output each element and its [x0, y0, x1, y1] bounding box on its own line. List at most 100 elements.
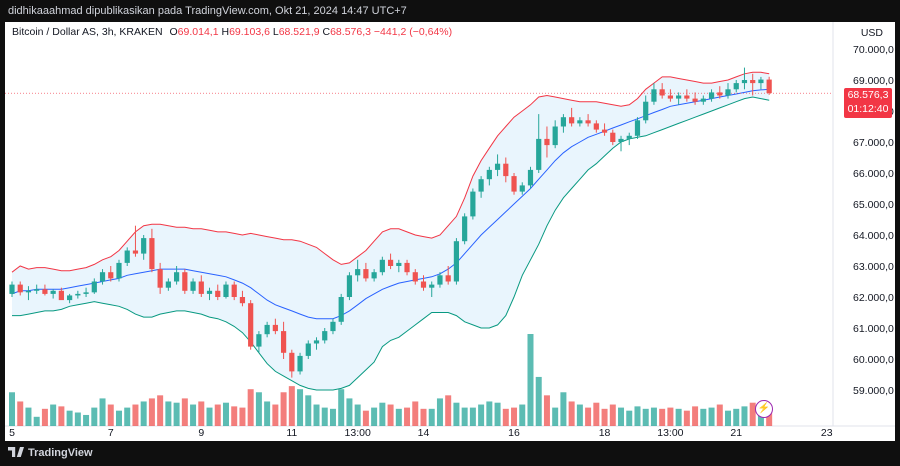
volume-bar	[387, 404, 394, 426]
volume-bar	[527, 334, 534, 426]
volume-bar	[239, 407, 246, 426]
candle-body	[758, 79, 764, 84]
volume-bar	[650, 407, 657, 426]
low-label: L	[272, 26, 279, 38]
price-tick-label: 61.000,0	[853, 323, 894, 335]
candle-body	[174, 272, 180, 282]
tradingview-brand: TradingView	[28, 447, 93, 459]
volume-bar	[297, 389, 304, 426]
candle-body	[610, 132, 616, 142]
symbol-legend: Bitcoin / Dollar AS, 3h, KRAKEN O69.014,…	[12, 26, 452, 38]
time-tick-label: 11	[286, 427, 297, 439]
footer-bar: TradingView	[0, 441, 900, 466]
time-tick-label: 13:00	[657, 427, 683, 439]
lightning-bolt-icon[interactable]: ⚡	[755, 400, 773, 418]
candle-body	[437, 275, 443, 285]
volume-bar	[609, 404, 616, 426]
volume-bar	[716, 404, 723, 426]
candle-body	[67, 295, 73, 301]
candle-body	[165, 281, 171, 288]
volume-bar	[667, 407, 674, 426]
volume-bar	[519, 404, 526, 426]
volume-bar	[395, 408, 402, 426]
candle-body	[667, 95, 673, 99]
volume-bar	[371, 407, 378, 426]
candle-body	[527, 169, 534, 186]
candle-body	[717, 92, 723, 96]
volume-bar	[107, 404, 114, 426]
low-value: 68.521,9	[278, 26, 320, 38]
price-tick-label: 66.000,0	[853, 168, 894, 180]
volume-bar	[725, 410, 732, 426]
volume-bar	[50, 404, 57, 426]
candle-body	[741, 80, 748, 84]
time-tick-label: 13:00	[345, 427, 371, 439]
candle-body	[239, 297, 246, 304]
candle-body	[17, 284, 23, 293]
volume-bar	[280, 392, 287, 426]
candle-body	[313, 340, 320, 344]
candle-body	[700, 98, 706, 102]
candle-body	[420, 281, 427, 288]
volume-bar	[404, 407, 411, 426]
volume-bar	[99, 398, 106, 426]
price-tick-label: 69.000,0	[853, 75, 894, 87]
volume-bar	[741, 406, 748, 426]
price-tick-label: 63.000,0	[853, 261, 894, 273]
volume-bar	[469, 407, 476, 426]
candle-body	[198, 281, 204, 294]
candle-body	[577, 120, 583, 124]
volume-bar	[165, 401, 172, 426]
currency-label[interactable]: USD	[860, 27, 883, 39]
candle-body	[396, 262, 402, 266]
candle-body	[330, 321, 336, 332]
volume-bar	[190, 404, 197, 426]
volume-bar	[634, 406, 641, 426]
chart-canvas[interactable]: 70.000,069.000,068.000,067.000,066.000,0…	[5, 22, 895, 441]
price-tick-label: 64.000,0	[853, 230, 894, 242]
volume-bar	[692, 406, 699, 426]
volume-bar	[83, 414, 90, 426]
volume-bar	[486, 401, 493, 426]
candle-body	[91, 281, 97, 293]
candle-body	[190, 281, 196, 291]
candle-body	[569, 117, 575, 124]
volume-bar	[445, 395, 452, 426]
volume-bar	[17, 401, 24, 426]
symbol-name[interactable]: Bitcoin / Dollar AS, 3h, KRAKEN	[12, 26, 163, 38]
volume-bar	[255, 392, 262, 426]
candle-body	[486, 169, 492, 180]
volume-bar	[313, 404, 320, 426]
candle-body	[659, 89, 665, 96]
candle-body	[684, 95, 690, 99]
open-value: 69.014,1	[177, 26, 219, 38]
volume-bar	[41, 408, 48, 426]
volume-bar	[74, 412, 81, 426]
time-tick-label: 23	[821, 427, 833, 439]
volume-bar	[329, 408, 336, 426]
volume-bar	[659, 408, 666, 426]
volume-bar	[478, 404, 485, 426]
open-label: O	[169, 26, 178, 38]
candle-body	[132, 250, 139, 254]
volume-bar	[683, 410, 690, 426]
high-label: H	[221, 26, 230, 38]
volume-bar	[305, 395, 312, 426]
candle-body	[9, 284, 15, 294]
candle-body	[297, 355, 303, 372]
candle-body	[248, 303, 254, 347]
candle-body	[215, 290, 221, 297]
volume-bar	[33, 416, 40, 426]
price-axis: 70.000,069.000,068.000,067.000,066.000,0…	[853, 44, 894, 397]
candle-body	[264, 324, 270, 335]
volume-bar	[222, 402, 229, 426]
volume-bar	[115, 410, 122, 426]
tradingview-logo[interactable]: TradingView	[8, 441, 93, 466]
high-value: 69.103,6	[229, 26, 270, 38]
price-tick-label: 60.000,0	[853, 354, 894, 366]
candle-body	[289, 352, 295, 372]
candle-body	[626, 135, 632, 139]
candle-body	[519, 185, 525, 192]
candle-body	[478, 179, 484, 192]
candle-body	[108, 272, 114, 279]
